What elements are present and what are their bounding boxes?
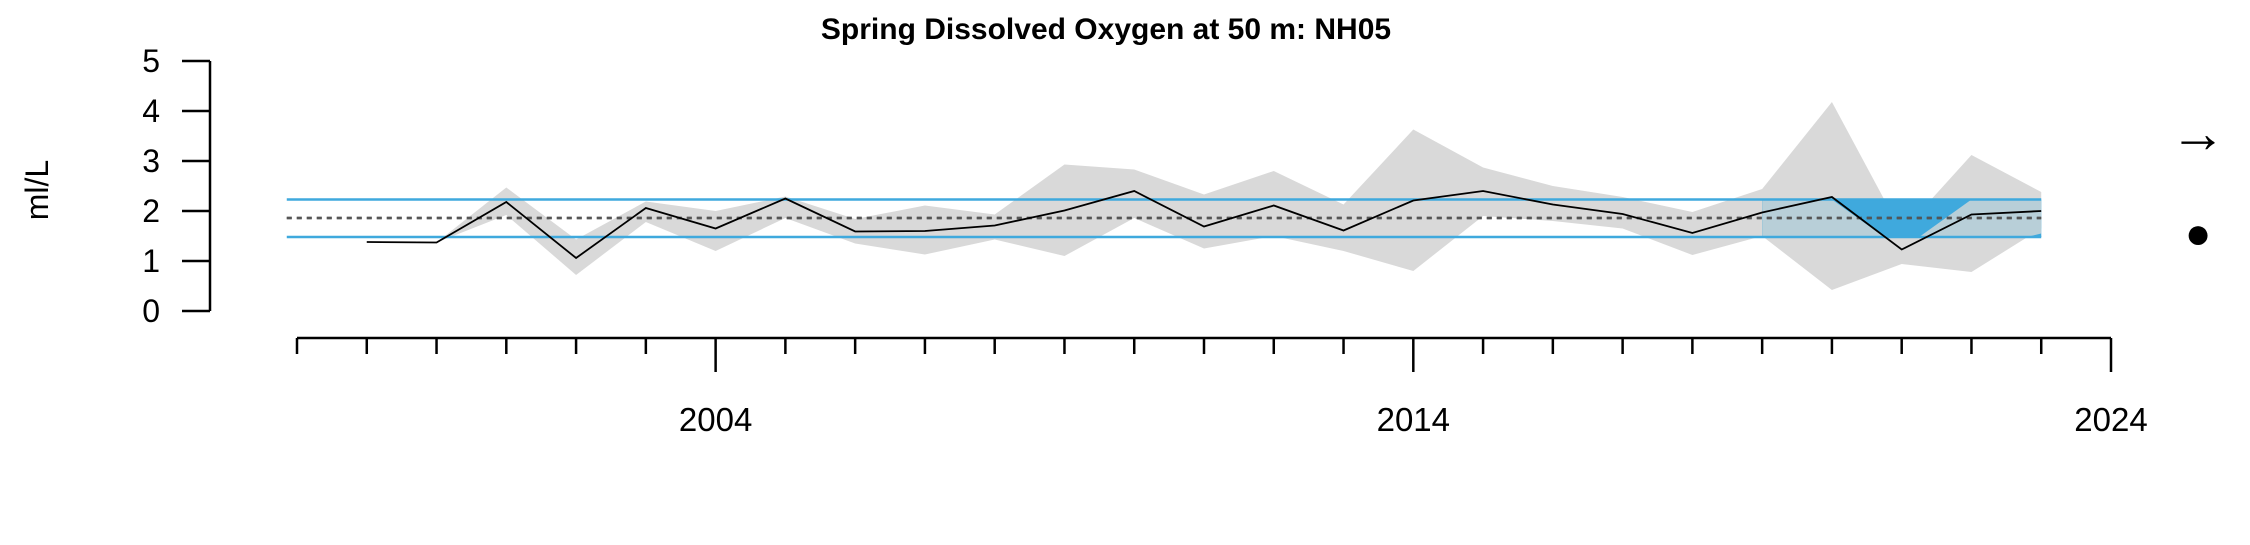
x-tick-label: 2004	[679, 401, 752, 438]
y-tick-label: 0	[142, 293, 160, 329]
y-tick-label: 4	[142, 93, 160, 129]
y-tick-label: 2	[142, 193, 160, 229]
y-axis-label: ml/L	[19, 160, 55, 220]
plot-area	[287, 102, 2042, 290]
chart-title: Spring Dissolved Oxygen at 50 m: NH05	[821, 13, 1391, 46]
uncertainty-band	[367, 102, 2041, 290]
x-tick-label: 2024	[2074, 401, 2147, 438]
y-tick-label: 3	[142, 143, 160, 179]
trend-arrow-icon: →	[2170, 101, 2226, 164]
y-tick-label: 5	[142, 43, 160, 79]
x-tick-label: 2014	[1377, 401, 1450, 438]
y-tick-label: 1	[142, 243, 160, 279]
status-dot-icon: ●	[2185, 209, 2212, 258]
